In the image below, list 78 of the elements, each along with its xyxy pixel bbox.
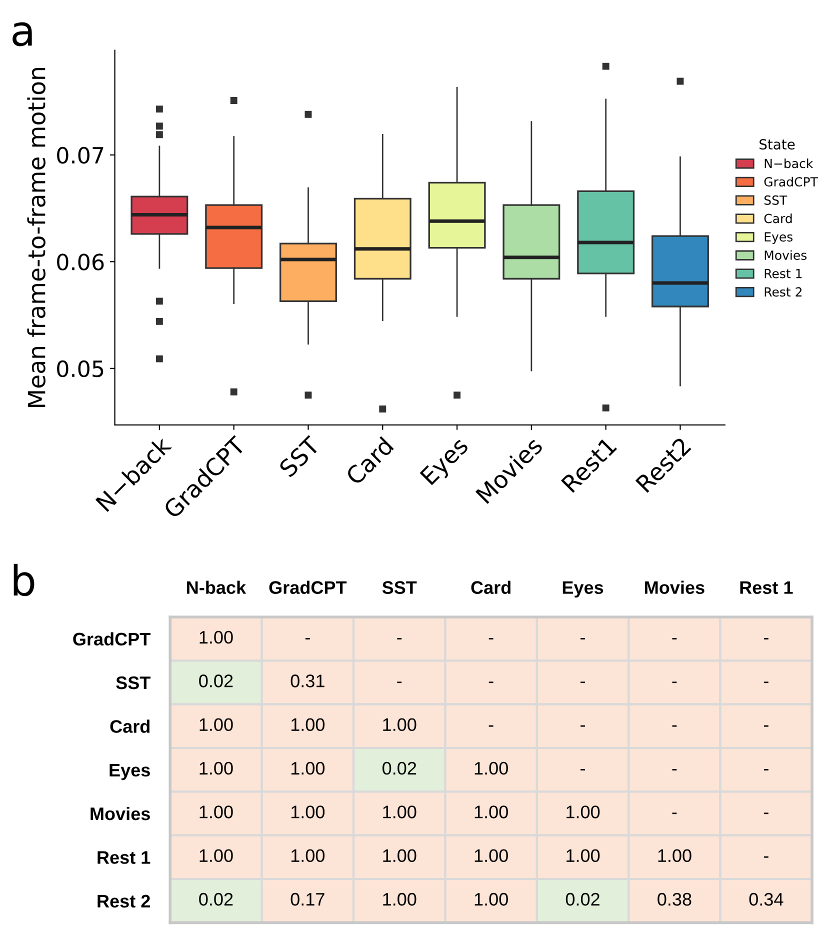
text: - [488,682,494,684]
data-label: 1.00 [383,892,416,906]
text: - [397,638,402,640]
data-label: 0.38 [658,892,692,906]
text: - [580,638,585,640]
x-tick-label: SST [382,581,417,594]
text: - [488,638,494,640]
y-tick-label: GradCPT [73,632,150,646]
data-label: 0.02 [566,892,600,906]
text: - [672,812,677,814]
data-label: 1.00 [291,806,325,818]
data-label: 1.00 [200,849,233,862]
y-tick-label: Rest 2 [98,894,150,908]
text: - [672,769,677,770]
data-label: 1.00 [200,806,233,818]
text: - [672,682,677,684]
text: - [580,769,585,770]
text: b [14,564,34,596]
data-label: 1.00 [291,849,325,862]
data-label: 0.02 [199,892,233,906]
text: - [764,638,768,640]
text: - [764,769,768,770]
data-label: 1.00 [383,806,416,818]
text: - [764,856,768,858]
data-label: 1.00 [474,762,508,775]
text: a [12,22,32,46]
legend-label: Card [764,214,792,224]
data-label: 1.00 [566,806,600,818]
text: - [580,682,585,684]
data-label: 0.34 [749,892,784,906]
data-label: 0.02 [199,674,233,688]
y-tick-label: Rest 1 [98,851,150,864]
x-tick-label: N-back [187,580,246,594]
data-label: 1.00 [383,849,416,862]
text: - [488,725,494,727]
data-label: 1.00 [200,718,233,732]
legend-label: SST [764,195,788,205]
data-label: 1.00 [200,630,233,644]
text: - [672,638,677,640]
text: - [397,682,402,684]
legend-label: GradCPT [764,176,818,187]
y-tick-label: 0.07 [57,146,104,164]
data-label: 0.31 [290,674,324,688]
text: - [580,725,585,727]
data-label: 1.00 [474,849,508,862]
legend-label: Rest 2 [764,287,802,297]
x-tick-label: GradCPT [269,580,347,594]
text: - [764,812,768,814]
y-tick-label: Movies [90,806,150,820]
legend-label: Movies [764,250,807,260]
data-label: 1.00 [291,718,325,732]
data-label: 1.00 [658,849,692,862]
legend-label: Rest 1 [764,268,802,278]
data-label: 0.17 [290,892,324,906]
legend-title: State [760,139,795,150]
text: - [764,682,768,684]
data-label: 1.00 [474,806,508,818]
legend-label: Eyes [764,232,793,244]
y-tick-label: Card [110,720,150,733]
legend-label: N−back [764,158,814,168]
data-label: 0.02 [382,762,416,775]
y-tick-label: 0.06 [57,254,104,270]
x-tick-label: Eyes [562,581,604,598]
data-label: 1.00 [383,718,416,732]
x-tick-label: Card [471,580,510,594]
data-label: 1.00 [474,892,508,906]
text: - [305,638,310,640]
data-label: 1.00 [200,762,233,775]
x-tick-label: Movies [645,580,704,594]
y-tick-label: SST [116,676,150,690]
y-tick-label: 0.05 [57,360,104,378]
text: - [672,725,677,727]
y-axis-title: Mean frame-to-frame motion [27,68,46,407]
y-tick-label: Eyes [110,764,150,780]
x-tick-label: Rest 1 [740,581,793,594]
text: - [764,725,768,727]
data-label: 1.00 [566,849,600,862]
data-label: 1.00 [291,762,325,775]
